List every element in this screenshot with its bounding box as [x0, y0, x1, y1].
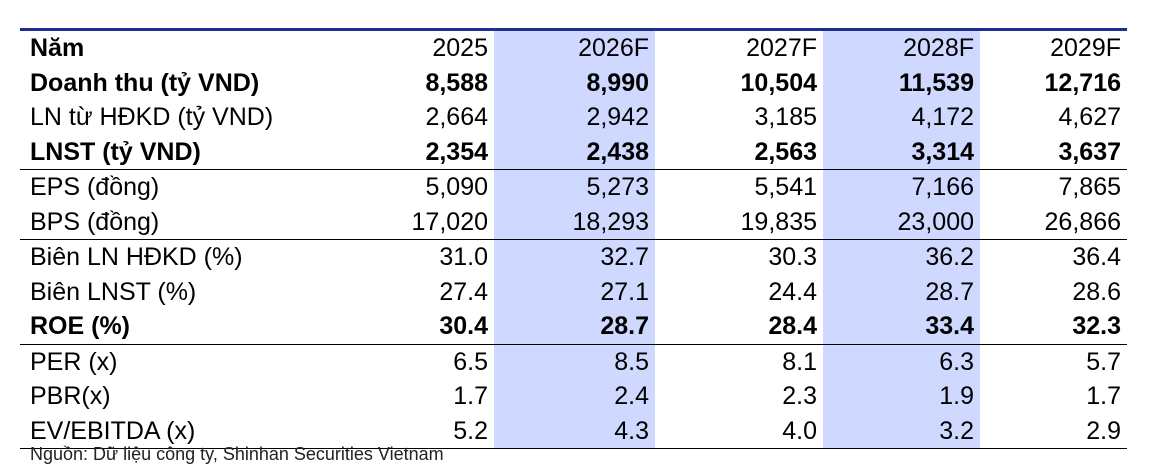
- cell-value: 4.0: [655, 413, 823, 449]
- cell-value: 28.4: [768, 312, 817, 340]
- cell-value: 28.7: [494, 309, 655, 344]
- cell-value: 2.4: [494, 379, 655, 414]
- cell-value: 1.7: [1086, 382, 1121, 410]
- cell-value: 32.3: [1072, 312, 1121, 340]
- cell-value: 6.3: [823, 343, 980, 379]
- cell-value: 27.1: [494, 274, 655, 309]
- table-row-ev-ebitda: EV/EBITDA (x) 5.2 4.3 4.0 3.2 2.9: [20, 413, 1127, 449]
- table-row-bps: BPS (đồng) 17,020 18,293 19,835 23,000 2…: [20, 204, 1127, 240]
- cell-value: 11,539: [823, 65, 980, 100]
- cell-value: 4.3: [494, 413, 655, 449]
- cell-value: 5,273: [494, 169, 655, 205]
- source-note: Nguồn: Dữ liệu công ty, Shinhan Securiti…: [30, 444, 444, 464]
- header-cell-2026f: 2026F: [494, 28, 655, 66]
- cell-value: 28.7: [823, 274, 980, 309]
- financial-forecast-table: Năm 2025 2026F 2027F 2028F 2029F Doanh t…: [20, 28, 1127, 449]
- cell-value: 6.5: [395, 343, 494, 379]
- header-cell-year: Năm: [20, 28, 395, 66]
- cell-value: 18,293: [494, 204, 655, 240]
- cell-value: 24.4: [768, 277, 817, 306]
- cell-value: 10,504: [740, 68, 817, 97]
- row-label: ROE (%): [30, 312, 130, 340]
- cell-value: 32.7: [494, 239, 655, 275]
- cell-value: 2.9: [980, 413, 1127, 449]
- cell-value: 12,716: [1044, 68, 1121, 97]
- cell-value: 1.7: [453, 382, 488, 410]
- row-label: Doanh thu (tỷ VND): [30, 68, 260, 97]
- cell-value: 4,172: [823, 100, 980, 135]
- cell-value: 2,438: [494, 134, 655, 170]
- cell-value: 27.4: [439, 277, 488, 306]
- table-header-row: Năm 2025 2026F 2027F 2028F 2029F: [20, 28, 1127, 66]
- row-label: PER (x): [20, 343, 395, 379]
- cell-value: 8.5: [494, 343, 655, 379]
- row-label: EPS (đồng): [20, 169, 395, 205]
- cell-value: 23,000: [823, 204, 980, 240]
- cell-value: 30.4: [439, 312, 488, 340]
- cell-value: 5,090: [395, 169, 494, 205]
- row-label: LNST (tỷ VND): [30, 137, 201, 166]
- table-row-roe: ROE (%) 30.4 28.7 28.4 33.4 32.3: [20, 309, 1127, 344]
- cell-value: 28.6: [1072, 277, 1121, 306]
- header-cell-2029f: 2029F: [980, 28, 1127, 66]
- table-row-pbr: PBR(x) 1.7 2.4 2.3 1.9 1.7: [20, 379, 1127, 414]
- table-row-operating-margin: Biên LN HĐKD (%) 31.0 32.7 30.3 36.2 36.…: [20, 239, 1127, 275]
- table-row-net-margin: Biên LNST (%) 27.4 27.1 24.4 28.7 28.6: [20, 274, 1127, 309]
- cell-value: 5,541: [655, 169, 823, 205]
- cell-value: 8,990: [494, 65, 655, 100]
- cell-value: 17,020: [411, 207, 488, 236]
- table-row-net-profit: LNST (tỷ VND) 2,354 2,438 2,563 3,314 3,…: [20, 134, 1127, 170]
- cell-value: 4,627: [1058, 103, 1121, 131]
- cell-value: 2.3: [782, 382, 817, 410]
- header-cell-2028f: 2028F: [823, 28, 980, 66]
- row-label: PBR(x): [30, 382, 111, 410]
- cell-value: 3.2: [823, 413, 980, 449]
- cell-value: 33.4: [823, 309, 980, 344]
- row-label: BPS (đồng): [30, 207, 160, 236]
- row-label: Biên LNST (%): [30, 277, 197, 306]
- table-row-eps: EPS (đồng) 5,090 5,273 5,541 7,166 7,865: [20, 169, 1127, 205]
- cell-value: 5.7: [980, 343, 1127, 379]
- financial-forecast-table-container: Năm 2025 2026F 2027F 2028F 2029F Doanh t…: [20, 28, 1127, 449]
- cell-value: 19,835: [740, 207, 817, 236]
- cell-value: 36.2: [823, 239, 980, 275]
- cell-value: 5.2: [395, 413, 494, 449]
- cell-value: 2,664: [425, 103, 488, 131]
- cell-value: 36.4: [980, 239, 1127, 275]
- cell-value: 31.0: [395, 239, 494, 275]
- table-row-per: PER (x) 6.5 8.5 8.1 6.3 5.7: [20, 343, 1127, 379]
- cell-value: 7,865: [980, 169, 1127, 205]
- cell-value: 2,563: [754, 137, 817, 166]
- row-label: EV/EBITDA (x): [20, 413, 395, 449]
- cell-value: 3,185: [754, 103, 817, 131]
- cell-value: 8,588: [425, 68, 488, 97]
- row-label: LN từ HĐKD (tỷ VND): [30, 103, 274, 131]
- cell-value: 3,314: [823, 134, 980, 170]
- header-cell-2027f: 2027F: [655, 28, 823, 66]
- row-label: Biên LN HĐKD (%): [20, 239, 395, 275]
- cell-value: 7,166: [823, 169, 980, 205]
- cell-value: 30.3: [655, 239, 823, 275]
- header-cell-2025: 2025: [395, 28, 494, 66]
- cell-value: 26,866: [1044, 207, 1121, 236]
- cell-value: 2,354: [425, 137, 488, 166]
- cell-value: 2,942: [494, 100, 655, 135]
- table-row-operating-profit: LN từ HĐKD (tỷ VND) 2,664 2,942 3,185 4,…: [20, 100, 1127, 135]
- table-row-revenue: Doanh thu (tỷ VND) 8,588 8,990 10,504 11…: [20, 65, 1127, 100]
- cell-value: 1.9: [823, 379, 980, 414]
- cell-value: 8.1: [655, 343, 823, 379]
- cell-value: 3,637: [1058, 137, 1121, 166]
